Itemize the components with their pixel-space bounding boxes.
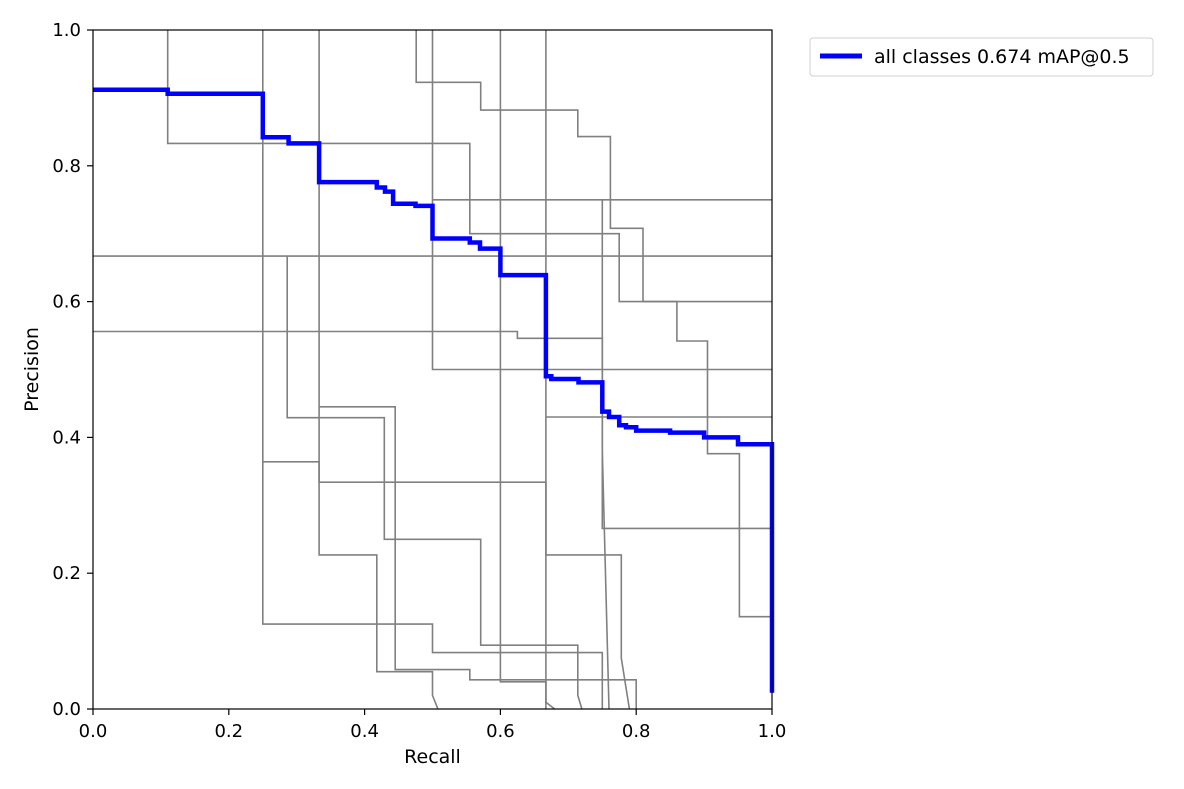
series-line-class-15 <box>262 460 631 710</box>
series-line-class-5 <box>431 30 772 371</box>
legend-label: all classes 0.674 mAP@0.5 <box>874 46 1130 68</box>
x-tick-label: 0.6 <box>486 721 515 742</box>
x-tick-label: 1.0 <box>758 721 787 742</box>
series-line-class-2 <box>261 30 604 709</box>
y-axis-ticks: 0.0 0.2 0.4 0.6 0.8 1.0 <box>52 20 93 720</box>
series-line-class-7 <box>545 30 556 710</box>
x-tick-label: 0.4 <box>350 721 379 742</box>
x-tick-label: 0.8 <box>622 721 651 742</box>
series-line-all-classes <box>93 87 775 693</box>
series-line-class-3 <box>318 30 439 710</box>
x-tick-label: 0.0 <box>79 721 108 742</box>
x-tick-label: 0.2 <box>214 721 243 742</box>
series-line-class-14 <box>319 405 638 709</box>
series-line-class-11 <box>601 199 772 618</box>
series-line-class-13 <box>286 256 583 710</box>
y-tick-label: 0.4 <box>52 427 81 448</box>
y-tick-label: 0.6 <box>52 292 81 313</box>
series-line-class-9 <box>93 330 772 530</box>
x-axis-label: Recall <box>404 746 461 768</box>
y-tick-label: 0.2 <box>52 563 81 584</box>
x-axis-ticks: 0.0 0.2 0.4 0.6 0.8 1.0 <box>79 709 787 742</box>
legend: all classes 0.674 mAP@0.5 <box>809 37 1154 77</box>
series-layer <box>93 30 775 710</box>
series-line-class-4 <box>415 30 772 303</box>
y-tick-label: 1.0 <box>52 20 81 41</box>
legend-box <box>809 37 1154 77</box>
y-tick-label: 0.0 <box>52 699 81 720</box>
plot-frame <box>92 29 773 710</box>
y-axis-label: Precision <box>21 327 43 412</box>
y-tick-label: 0.8 <box>52 156 81 177</box>
